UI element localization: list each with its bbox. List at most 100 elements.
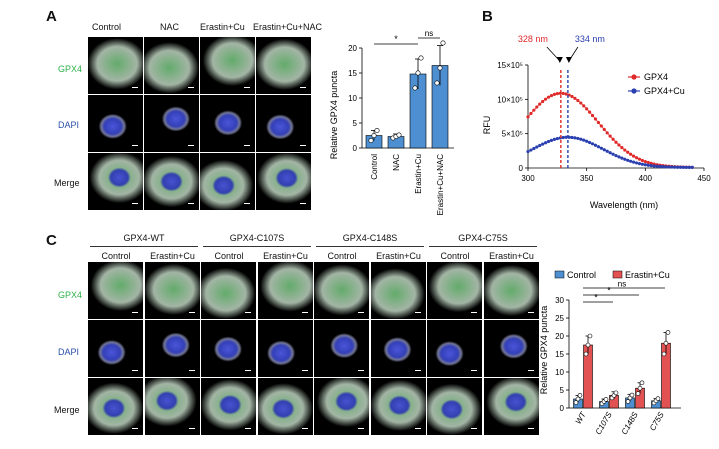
data-point	[577, 393, 583, 398]
chart-a-puncta: Relative GPX4 puncta 0 5 10 15 20 Control NAC E…	[329, 29, 454, 215]
scale-bar	[300, 202, 306, 204]
panel-c-letter: C	[46, 232, 57, 249]
scale-bar	[471, 369, 477, 371]
micrograph-c-gpx4	[370, 262, 426, 319]
subcolumn-label: Control	[214, 251, 244, 261]
legend-label: GPX4+Cu	[644, 86, 685, 96]
micrograph-a-dapi	[200, 95, 255, 152]
scale-bar	[244, 86, 250, 88]
scale-bar	[132, 144, 138, 146]
micrograph-c-dapi	[257, 320, 313, 377]
data-point	[415, 70, 421, 76]
data-point	[663, 340, 669, 346]
significance-label: ns	[618, 280, 626, 289]
subcolumn-label: Control	[440, 251, 470, 261]
y-tick-label: 10	[348, 94, 357, 103]
group-label: GPX4-C148S	[342, 233, 398, 243]
col-label-erastin-cu-nac: Erastin+Cu+NAC	[253, 22, 323, 32]
data-point	[396, 132, 402, 138]
scale-bar	[301, 427, 308, 429]
data-point	[440, 40, 446, 46]
micrograph-a-dapi	[88, 95, 143, 152]
micrograph-c-gpx4	[427, 262, 482, 319]
x-tick-label: Erastin+Cu	[414, 154, 423, 194]
micrograph-c-merge	[144, 378, 200, 435]
micrograph-c-dapi	[427, 320, 482, 377]
micrograph-c-gpx4	[201, 262, 256, 319]
y-tick-label: 0	[353, 144, 358, 153]
micrograph-c-dapi	[88, 320, 143, 377]
data-point	[613, 390, 619, 396]
subcolumn-label: Control	[101, 251, 131, 261]
y-tick-label: 30	[555, 296, 564, 305]
y-tick-label: 10×10⁵	[497, 95, 523, 104]
scale-bar	[300, 86, 306, 88]
y-tick-label: 5	[353, 119, 358, 128]
x-tick-label: 300	[521, 174, 535, 183]
legend-label: GPX4	[644, 72, 668, 82]
micrograph-a-merge	[200, 153, 255, 210]
data-point	[639, 380, 645, 386]
micrograph-c-gpx4	[144, 262, 200, 319]
chart-a-ylabel: Relative GPX4 puncta	[329, 71, 339, 160]
micrograph-c-dapi	[370, 320, 426, 377]
data-point	[665, 330, 671, 335]
y-tick-label: 15	[348, 69, 357, 78]
micrograph-c-merge	[201, 378, 256, 435]
data-point	[583, 351, 589, 357]
micrograph-c-dapi	[201, 320, 256, 377]
scale-bar	[300, 144, 306, 146]
row-label-merge-c: Merge	[54, 405, 80, 415]
scale-bar	[188, 86, 194, 88]
arrow-line	[546, 46, 561, 62]
data-point	[434, 80, 440, 86]
scale-bar	[527, 311, 534, 313]
y-tick-label: 20	[555, 332, 564, 341]
panel-a-letter: A	[46, 8, 57, 25]
legend-swatch	[631, 74, 637, 80]
micrograph-c-merge	[427, 378, 482, 435]
micrograph-a-dapi	[256, 95, 311, 152]
scale-bar	[188, 427, 195, 429]
arrow-head	[556, 57, 563, 63]
x-tick-label: Control	[370, 154, 379, 180]
y-tick-label: 5×10⁵	[502, 130, 523, 139]
legend-swatch	[631, 88, 637, 94]
micrograph-a-gpx4	[144, 37, 199, 94]
scale-bar	[132, 311, 138, 313]
data-point	[629, 392, 635, 398]
micrograph-c-gpx4	[314, 262, 369, 319]
scale-bar	[414, 311, 421, 313]
micrograph-a-dapi	[144, 95, 199, 152]
micrograph-c-merge	[314, 378, 369, 435]
chart-b-ylabel: RFU	[482, 116, 492, 135]
data-point	[437, 65, 443, 71]
group-underline	[429, 246, 537, 247]
y-tick-label: 15	[555, 350, 564, 359]
scale-bar	[188, 369, 195, 371]
row-label-merge-a: Merge	[54, 178, 80, 188]
x-tick-label: 450	[697, 174, 711, 183]
chart-b-xlabel: Wavelength (nm)	[590, 200, 658, 210]
data-point	[371, 133, 377, 139]
micrograph-c-dapi	[144, 320, 200, 377]
scale-bar	[358, 369, 364, 371]
subcolumn-label: Erastin+Cu	[150, 251, 195, 261]
x-tick-label: 400	[639, 174, 653, 183]
scale-bar	[188, 311, 195, 313]
col-label-nac: NAC	[160, 22, 180, 32]
scale-bar	[244, 144, 250, 146]
data-point	[374, 128, 380, 134]
micrograph-c-dapi	[483, 320, 539, 377]
scale-bar	[527, 427, 534, 429]
row-label-dapi-c: DAPI	[58, 347, 80, 357]
group-underline	[90, 246, 198, 247]
group-underline	[203, 246, 311, 247]
data-point	[587, 333, 593, 339]
chart-c-puncta: Relative GPX4 puncta 0 5 10 15 20 25 30 WT C107S…	[539, 270, 681, 436]
scale-bar	[245, 369, 251, 371]
peak-label: 334 nm	[575, 34, 605, 44]
scale-bar	[245, 427, 251, 429]
significance-label: ns	[425, 29, 433, 38]
data-point	[573, 400, 579, 405]
